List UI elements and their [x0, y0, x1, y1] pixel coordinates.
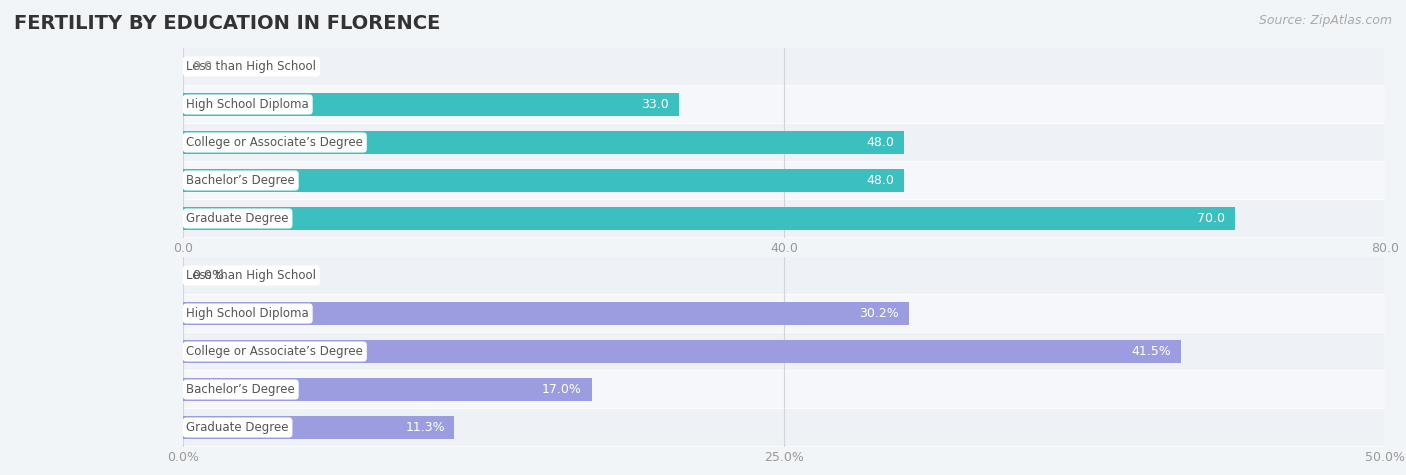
Bar	[183, 131, 904, 154]
Bar	[183, 378, 592, 401]
Text: College or Associate’s Degree: College or Associate’s Degree	[187, 345, 363, 358]
FancyBboxPatch shape	[183, 162, 1385, 199]
Text: Bachelor’s Degree: Bachelor’s Degree	[187, 383, 295, 396]
Bar	[183, 207, 1234, 230]
Text: Less than High School: Less than High School	[187, 60, 316, 73]
Text: 11.3%: 11.3%	[405, 421, 444, 434]
FancyBboxPatch shape	[183, 48, 1385, 86]
Text: 33.0: 33.0	[641, 98, 669, 111]
Text: Bachelor’s Degree: Bachelor’s Degree	[187, 174, 295, 187]
FancyBboxPatch shape	[183, 86, 1385, 124]
Text: College or Associate’s Degree: College or Associate’s Degree	[187, 136, 363, 149]
Text: 41.5%: 41.5%	[1132, 345, 1171, 358]
Text: 0.0: 0.0	[193, 60, 212, 73]
Text: 30.2%: 30.2%	[859, 307, 900, 320]
Text: 48.0: 48.0	[866, 136, 894, 149]
FancyBboxPatch shape	[183, 256, 1385, 294]
Text: Graduate Degree: Graduate Degree	[187, 421, 288, 434]
Bar	[183, 93, 679, 116]
FancyBboxPatch shape	[183, 370, 1385, 408]
Text: FERTILITY BY EDUCATION IN FLORENCE: FERTILITY BY EDUCATION IN FLORENCE	[14, 14, 440, 33]
FancyBboxPatch shape	[183, 332, 1385, 371]
FancyBboxPatch shape	[183, 200, 1385, 238]
FancyBboxPatch shape	[183, 408, 1385, 446]
Text: Graduate Degree: Graduate Degree	[187, 212, 288, 225]
Text: 17.0%: 17.0%	[541, 383, 582, 396]
Bar	[183, 340, 1181, 363]
Bar	[183, 302, 908, 325]
Text: Less than High School: Less than High School	[187, 269, 316, 282]
Bar	[183, 416, 454, 439]
Bar	[183, 169, 904, 192]
Text: High School Diploma: High School Diploma	[187, 98, 309, 111]
Text: 70.0: 70.0	[1197, 212, 1225, 225]
Text: High School Diploma: High School Diploma	[187, 307, 309, 320]
FancyBboxPatch shape	[183, 294, 1385, 332]
Text: 48.0: 48.0	[866, 174, 894, 187]
Text: Source: ZipAtlas.com: Source: ZipAtlas.com	[1258, 14, 1392, 27]
FancyBboxPatch shape	[183, 124, 1385, 162]
Text: 0.0%: 0.0%	[193, 269, 225, 282]
